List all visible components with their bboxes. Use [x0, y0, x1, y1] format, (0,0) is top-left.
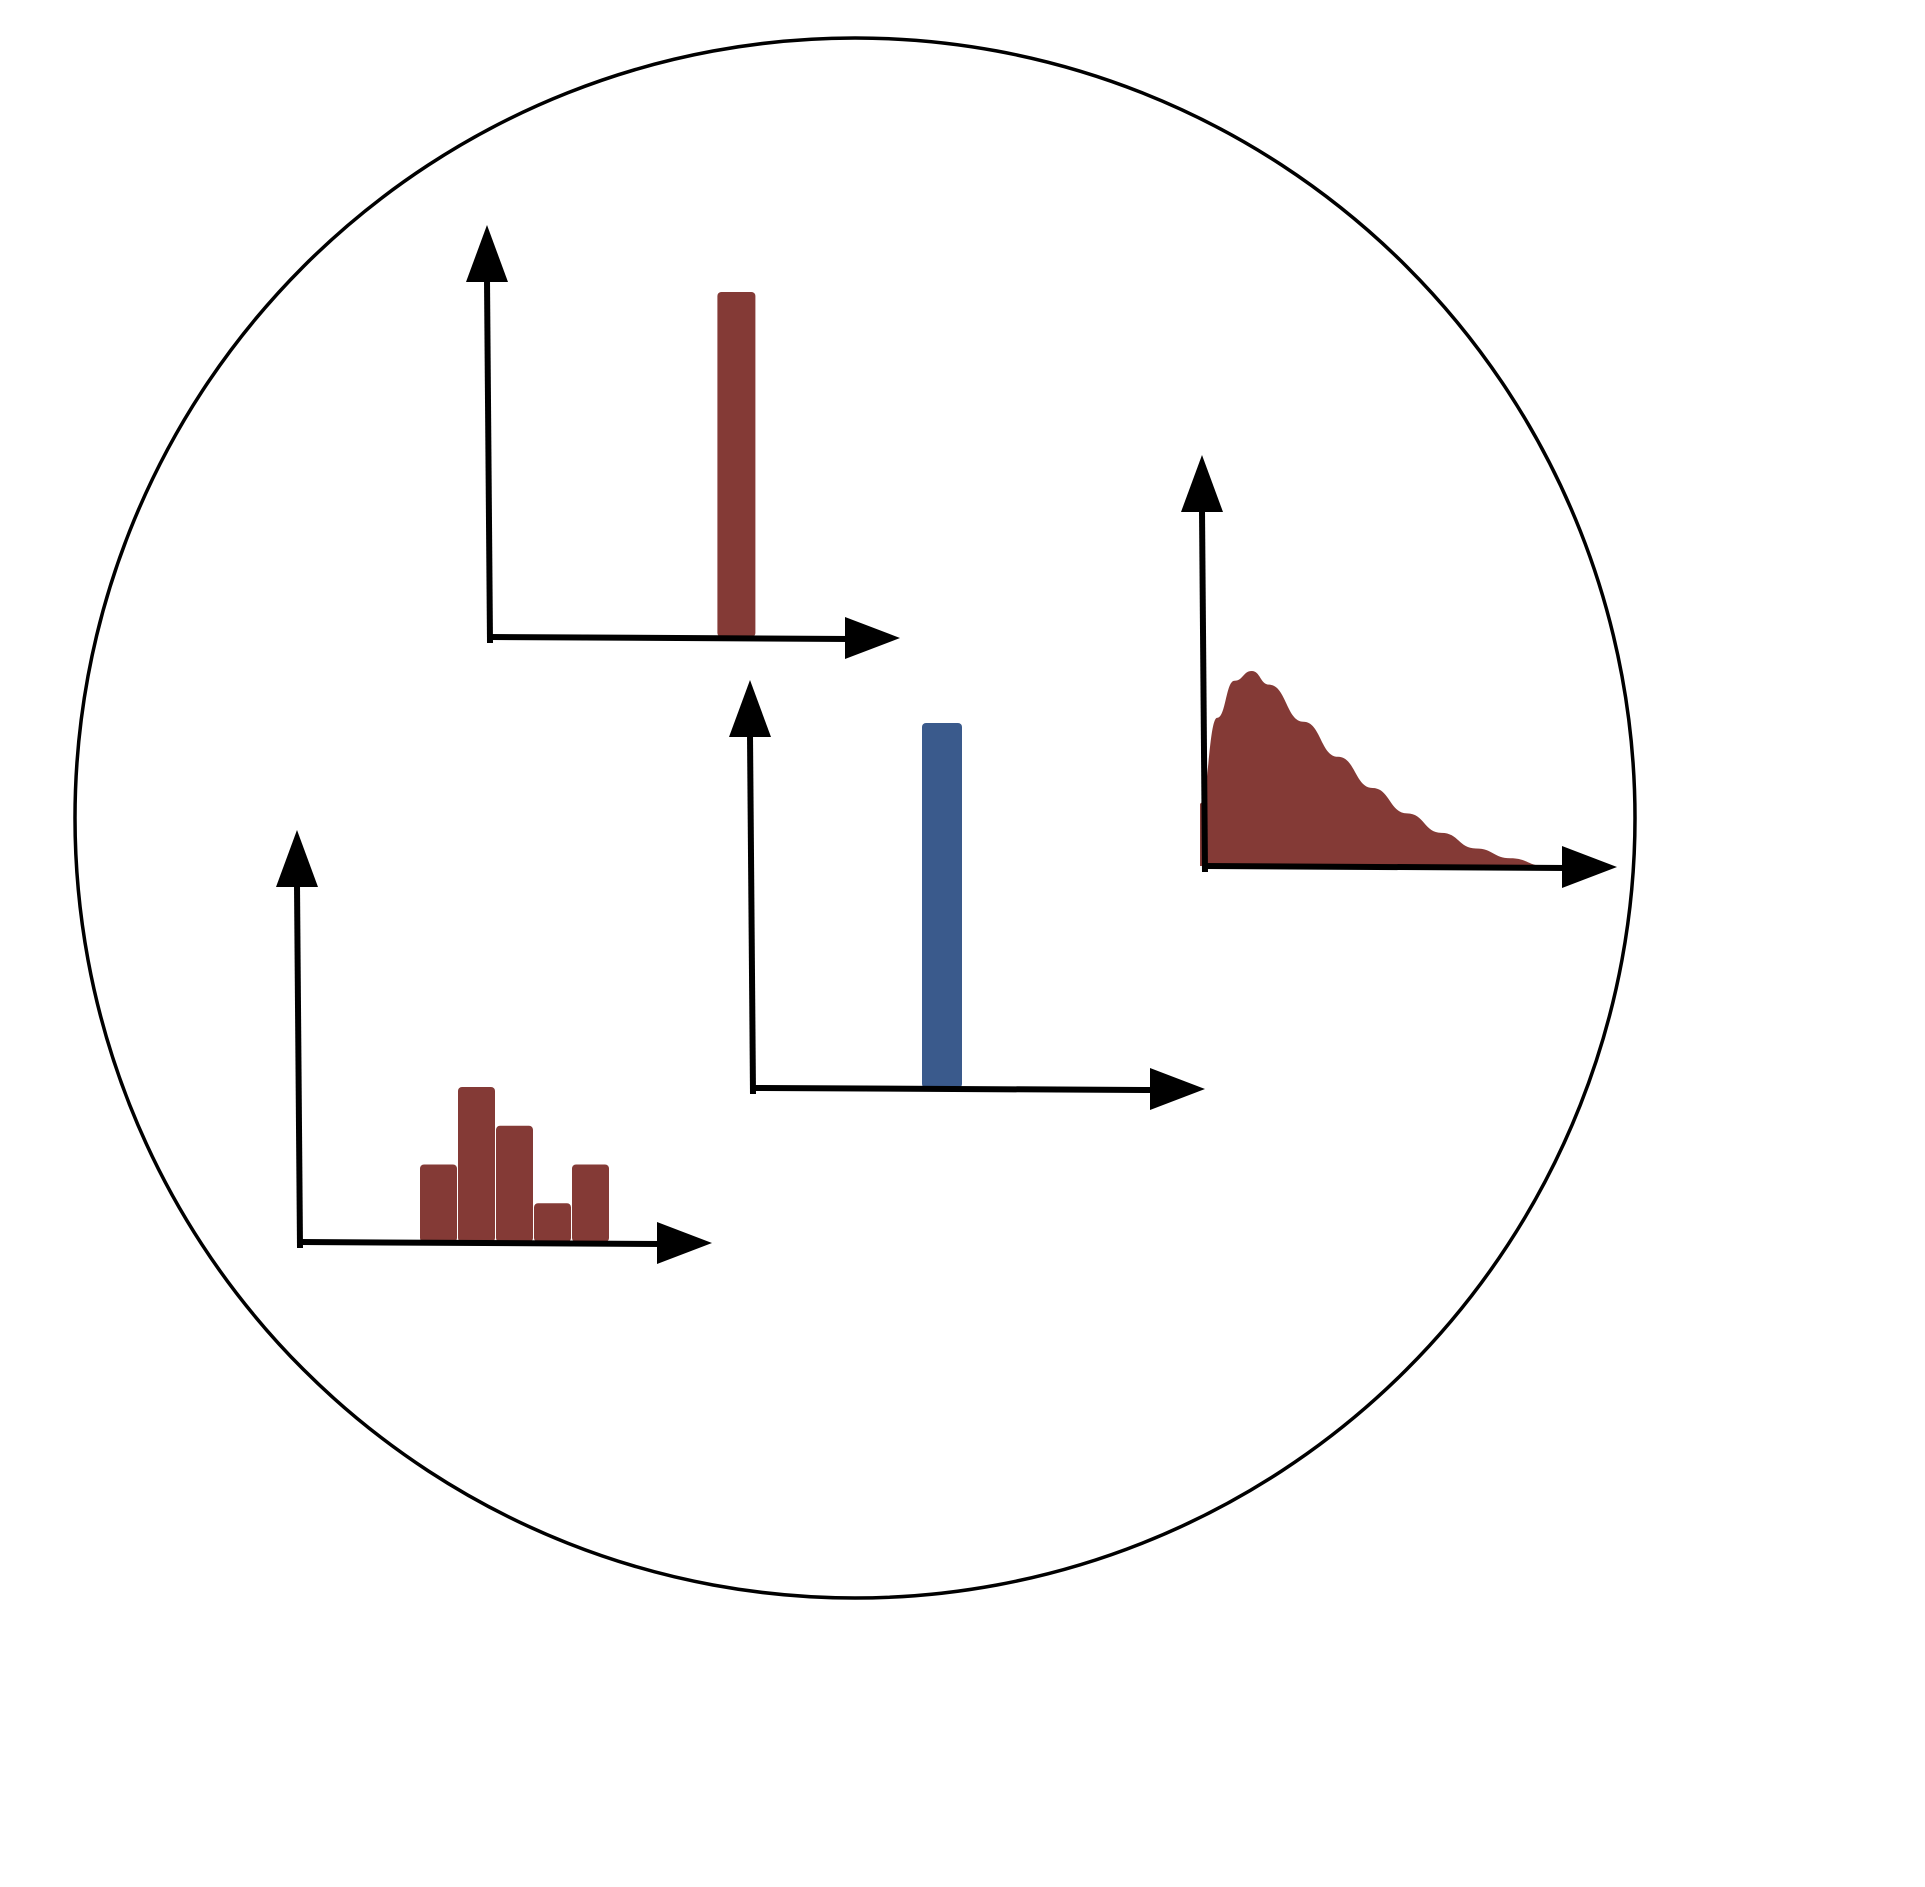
- y-axis-line: [1199, 509, 1208, 873]
- histogram-bar: [572, 1164, 609, 1242]
- histogram-bar: [458, 1087, 495, 1242]
- density-area: [1200, 671, 1545, 866]
- y-axis-arrow: [729, 680, 771, 737]
- histogram-bar: [420, 1164, 457, 1242]
- bar: [922, 723, 962, 1088]
- single-red-bar-chart: [466, 225, 900, 659]
- single-blue-bar-chart: [729, 680, 1205, 1110]
- bar: [717, 292, 756, 637]
- x-axis-arrow: [1150, 1068, 1205, 1110]
- x-axis-arrow: [1562, 846, 1617, 888]
- x-axis-line: [752, 1085, 1156, 1093]
- x-axis-arrow: [845, 617, 900, 659]
- y-axis-line: [294, 884, 303, 1249]
- x-axis-line: [1204, 863, 1568, 871]
- histogram-bar: [534, 1203, 571, 1242]
- enclosing-circle: [73, 36, 1637, 1600]
- histogram-chart: [276, 830, 712, 1264]
- x-axis-line: [489, 634, 851, 642]
- y-axis-arrow: [466, 225, 508, 282]
- skewed-density-chart: [1181, 455, 1617, 888]
- y-axis-arrow: [276, 830, 318, 887]
- y-axis-line: [484, 279, 493, 644]
- x-axis-line: [299, 1239, 663, 1247]
- y-axis-arrow: [1181, 455, 1223, 512]
- y-axis-line: [747, 734, 756, 1095]
- histogram-bar: [496, 1125, 533, 1242]
- x-axis-arrow: [657, 1222, 712, 1264]
